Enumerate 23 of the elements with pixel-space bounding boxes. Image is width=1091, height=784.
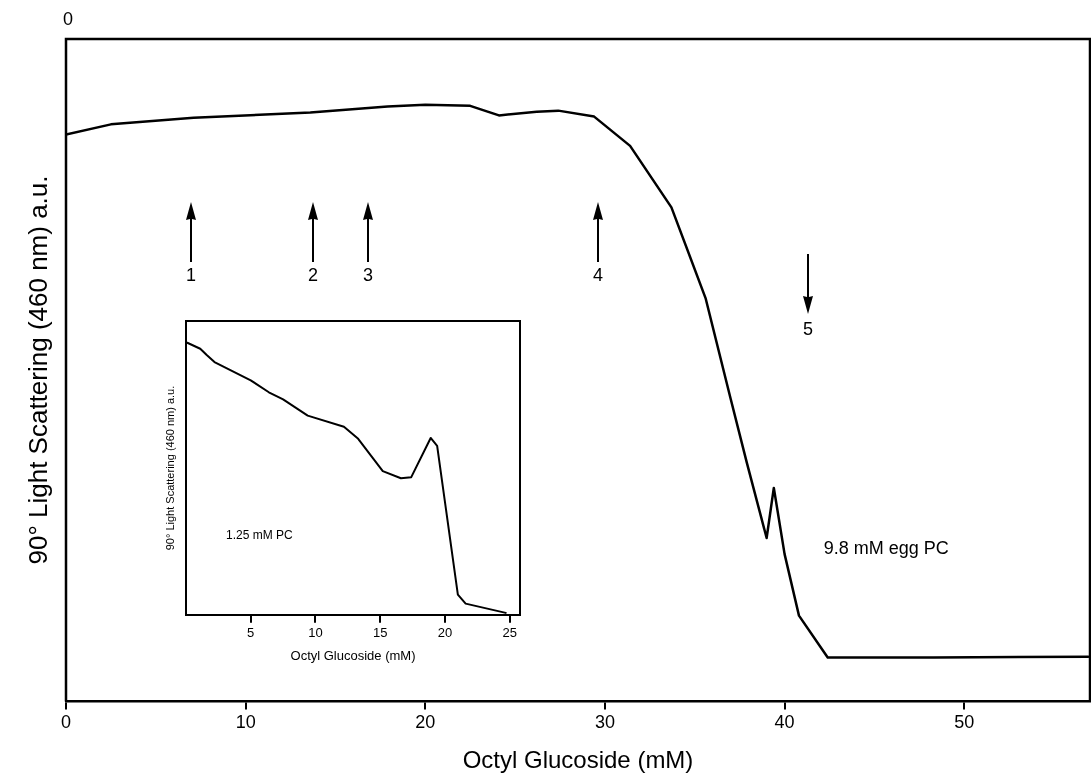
text: 9.8 mM egg PC bbox=[823, 538, 949, 559]
annotation: 5 bbox=[802, 318, 814, 339]
y-axis-title: 90° Light Scattering (460 nm) a.u. bbox=[22, 175, 54, 565]
x-tick-label: 0 bbox=[60, 712, 72, 733]
x-tick-label: 50 bbox=[954, 712, 975, 733]
x-axis-title: Octyl Glucoside (mM) bbox=[290, 647, 416, 663]
x-tick-label: 25 bbox=[502, 625, 517, 641]
x-tick-label: 10 bbox=[235, 712, 256, 733]
x-axis-title: Octyl Glucoside (mM) bbox=[462, 746, 694, 774]
x-tick-label: 10 bbox=[308, 625, 323, 641]
x-tick-label: 20 bbox=[415, 712, 436, 733]
y-axis-title: 90° Light Scattering (460 nm) a.u. bbox=[164, 385, 176, 551]
text: 0 bbox=[62, 8, 74, 29]
x-tick-label: 5 bbox=[247, 625, 255, 641]
annotation: 4 bbox=[592, 264, 604, 285]
x-tick-label: 30 bbox=[594, 712, 615, 733]
annotation: 1 bbox=[185, 264, 197, 285]
x-tick-label: 40 bbox=[774, 712, 795, 733]
text: 1.25 mM PC bbox=[226, 527, 294, 542]
x-tick-label: 20 bbox=[437, 625, 453, 641]
annotation: 2 bbox=[307, 264, 319, 285]
x-tick-label: 15 bbox=[372, 625, 388, 641]
annotation: 3 bbox=[362, 264, 374, 285]
